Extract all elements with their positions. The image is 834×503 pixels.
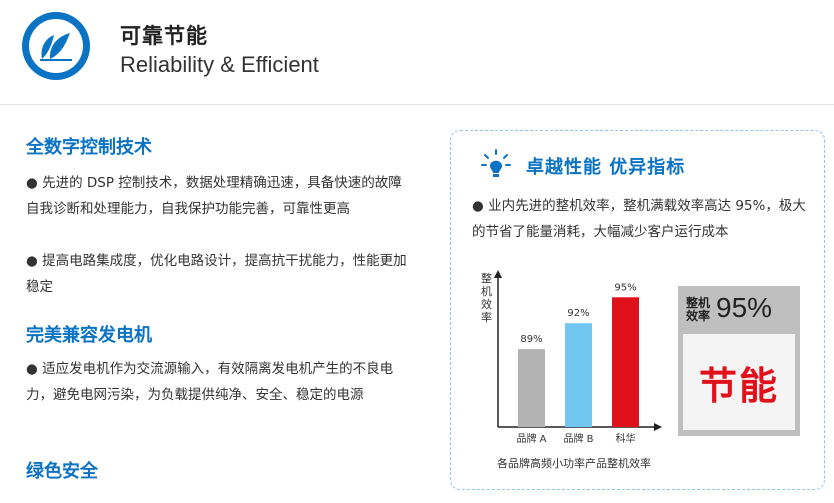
section-title-generator: 完美兼容发电机 (26, 325, 152, 346)
card-paragraph: ● 业内先进的整机效率，整机满载效率高达 95%，极大的节省了能量消耗，大幅减少… (472, 198, 806, 240)
efficiency-label: 整机效率 (686, 296, 711, 323)
chart-y-label: 整机效率 (481, 272, 492, 324)
energy-saving-badge: 节能 (683, 334, 795, 430)
page-title: 可靠节能 (120, 24, 208, 48)
chart-value-label-1: 89% (520, 334, 542, 345)
chart-bar-1 (518, 349, 545, 427)
efficiency-value: 95% (716, 292, 773, 323)
chart-value-label-2: 92% (567, 308, 589, 319)
header-divider (0, 104, 834, 105)
chart-bar-2 (565, 323, 592, 427)
chart-value-label-3: 95% (614, 282, 636, 293)
card-title: 卓越性能 优异指标 (526, 157, 686, 178)
page-subtitle: Reliability & Efficient (120, 52, 319, 77)
chart-bar-3 (612, 297, 639, 427)
energy-saving-text: 节能 (698, 363, 779, 408)
chart-caption: 各品牌高频小功率产品整机效率 (497, 457, 651, 470)
section-title-digital-control: 全数字控制技术 (26, 137, 152, 158)
logo-badge (22, 12, 90, 80)
leaf-icon (40, 33, 72, 61)
performance-card (450, 130, 825, 490)
chart-category-label-3: 科华 (616, 432, 636, 445)
chart-y-axis-arrow (494, 270, 502, 278)
lightbulb-icon (481, 149, 511, 177)
chart-category-label-2: 品牌 B (563, 432, 593, 445)
section-title-green-safety: 绿色安全 (26, 461, 98, 482)
efficiency-bar-chart: 89% 品牌 A 92% 品牌 B 95% 科华 (494, 270, 662, 445)
chart-x-axis-arrow (654, 423, 662, 431)
chart-category-label-1: 品牌 A (516, 432, 546, 445)
paragraph-circuit: ● 提高电路集成度，优化电路设计，提高抗干扰能力，性能更加稳定 (26, 253, 407, 295)
paragraph-generator: ● 适应发电机作为交流源输入，有效隔离发电机产生的不良电力，避免电网污染，为负载… (26, 361, 394, 403)
paragraph-dsp: ● 先进的 DSP 控制技术，数据处理精确迅速，具备快速的故障自我诊断和处理能力… (26, 175, 402, 217)
